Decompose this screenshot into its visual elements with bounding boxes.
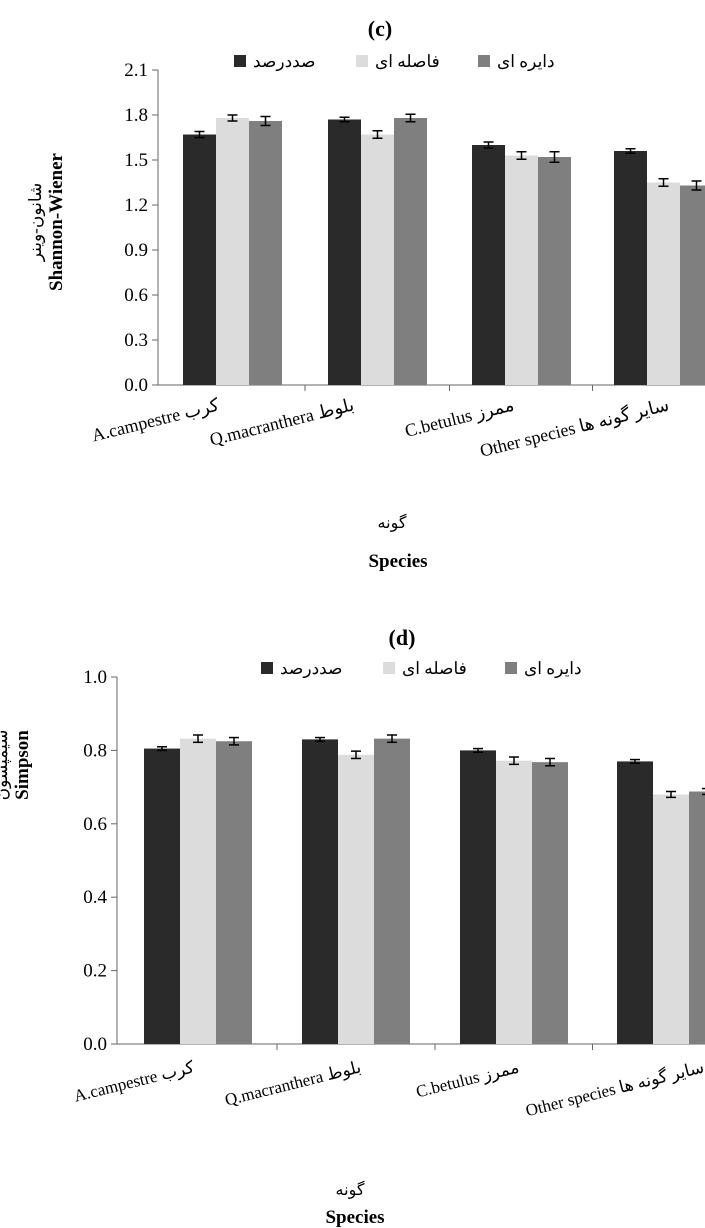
y-tick-label: 0.8 [83,740,107,761]
legend-label: فاصله ای [402,659,467,678]
y-tick-label: 0.6 [124,285,148,306]
bar [538,157,571,385]
category-labels: A.campestre کرب Q.macranthera بلوط C.betul… [72,1056,705,1121]
bar [460,750,496,1044]
y-tick-label: 0.2 [83,961,107,982]
bar [614,151,647,385]
x-axis-title-fa: گونه [336,1180,365,1199]
x-tick-label: A.campestre کرب [72,1057,197,1106]
legend-label: صددرصد [253,52,316,72]
y-axis-title: Shannon-Wiener [46,152,67,291]
legend: صددرصد فاصله ای دایره ای [234,52,555,72]
y-tick-label: 1.0 [83,667,107,688]
bar [680,185,705,385]
y-tick-label: 1.8 [124,105,148,126]
legend-swatch [478,55,490,67]
bar [472,145,505,385]
y-tick-label: 0.9 [124,240,148,261]
legend-swatch [505,662,517,674]
y-tick-label: 0.0 [83,1034,107,1055]
legend-swatch [261,662,273,674]
bar [338,754,374,1044]
bar [361,134,394,385]
y-axis-title-fa: شانون-وینر [26,183,46,263]
legend-swatch [383,662,395,674]
legend-label: دایره ای [524,659,582,679]
chart-panel-c: (c) 0.0 0.3 0.6 0.9 1.2 1.5 1.8 2.1 صددرصد فاصله… [26,16,705,572]
bar [183,134,216,385]
bar [496,760,532,1044]
bar [180,738,216,1044]
x-axis-title: Species [325,1207,384,1228]
x-axis-title: Species [368,551,427,572]
y-axis-title: Simpson [12,730,33,800]
bar [689,791,705,1044]
chart-title: (d) [389,625,416,650]
bar [302,739,338,1044]
x-tick-label: C.betulus ممرز [414,1057,521,1102]
y-tick-label: 0.0 [124,375,148,396]
y-tick-label: 1.5 [124,150,148,171]
legend-swatch [356,55,368,67]
x-tick-label: Q.macranthera بلوط [208,394,357,450]
y-tick-label: 0.6 [83,814,107,835]
chart-panel-d: (d) 0.0 0.2 0.4 0.6 0.8 1.0 صددرصد فاصله ای دای… [0,625,705,1228]
bar [374,738,410,1044]
bar [394,118,427,385]
x-tick-label: A.campestre کرب [90,394,222,446]
bar [216,741,252,1044]
bar [144,748,180,1044]
legend-label: دایره ای [497,52,555,72]
y-tick-label: 0.4 [83,887,107,908]
bar [653,794,689,1044]
y-tick-label: 2.1 [124,60,148,81]
bar [505,155,538,385]
y-axis-title-fa: سیمپسون [0,730,12,801]
legend-label: فاصله ای [375,52,440,71]
bar [216,118,249,385]
y-tick-label: 0.3 [124,330,148,351]
x-tick-label: Other species سایر گونه ها [523,1056,705,1121]
y-tick-label: 1.2 [124,195,148,216]
bar [647,182,680,385]
legend-swatch [234,55,246,67]
bar [532,762,568,1044]
plot-area: 0.0 0.2 0.4 0.6 0.8 1.0 [83,667,705,1055]
x-axis-title-fa: گونه [378,513,407,532]
bar [617,761,653,1044]
legend: صددرصد فاصله ای دایره ای [261,659,582,679]
plot-area: 0.0 0.3 0.6 0.9 1.2 1.5 1.8 2.1 [124,60,705,396]
x-tick-label: Q.macranthera بلوط [223,1057,363,1110]
bar [328,119,361,385]
legend-label: صددرصد [280,659,343,679]
x-tick-label: C.betulus ممرز [403,394,516,441]
bar [249,121,282,385]
chart-title: (c) [368,16,392,41]
